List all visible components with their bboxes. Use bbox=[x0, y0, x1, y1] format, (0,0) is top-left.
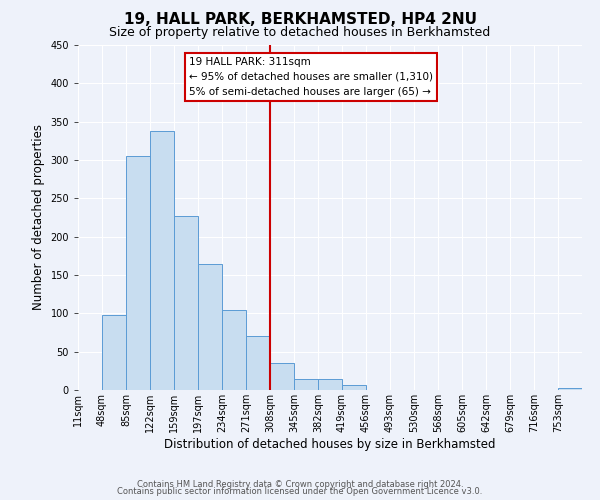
Text: Contains public sector information licensed under the Open Government Licence v3: Contains public sector information licen… bbox=[118, 487, 482, 496]
Text: 19, HALL PARK, BERKHAMSTED, HP4 2NU: 19, HALL PARK, BERKHAMSTED, HP4 2NU bbox=[124, 12, 476, 28]
Text: Contains HM Land Registry data © Crown copyright and database right 2024.: Contains HM Land Registry data © Crown c… bbox=[137, 480, 463, 489]
Bar bbox=[102, 315, 126, 390]
Y-axis label: Number of detached properties: Number of detached properties bbox=[32, 124, 45, 310]
Bar bbox=[294, 378, 318, 390]
Text: Size of property relative to detached houses in Berkhamsted: Size of property relative to detached ho… bbox=[109, 26, 491, 39]
Bar bbox=[198, 264, 222, 390]
Text: 19 HALL PARK: 311sqm
← 95% of detached houses are smaller (1,310)
5% of semi-det: 19 HALL PARK: 311sqm ← 95% of detached h… bbox=[189, 57, 433, 96]
Bar bbox=[558, 388, 582, 390]
Bar bbox=[126, 156, 150, 390]
Bar bbox=[222, 310, 246, 390]
Bar bbox=[174, 216, 198, 390]
Bar bbox=[150, 131, 174, 390]
X-axis label: Distribution of detached houses by size in Berkhamsted: Distribution of detached houses by size … bbox=[164, 438, 496, 450]
Bar bbox=[270, 363, 294, 390]
Bar bbox=[318, 380, 342, 390]
Bar bbox=[246, 336, 270, 390]
Bar bbox=[342, 386, 366, 390]
